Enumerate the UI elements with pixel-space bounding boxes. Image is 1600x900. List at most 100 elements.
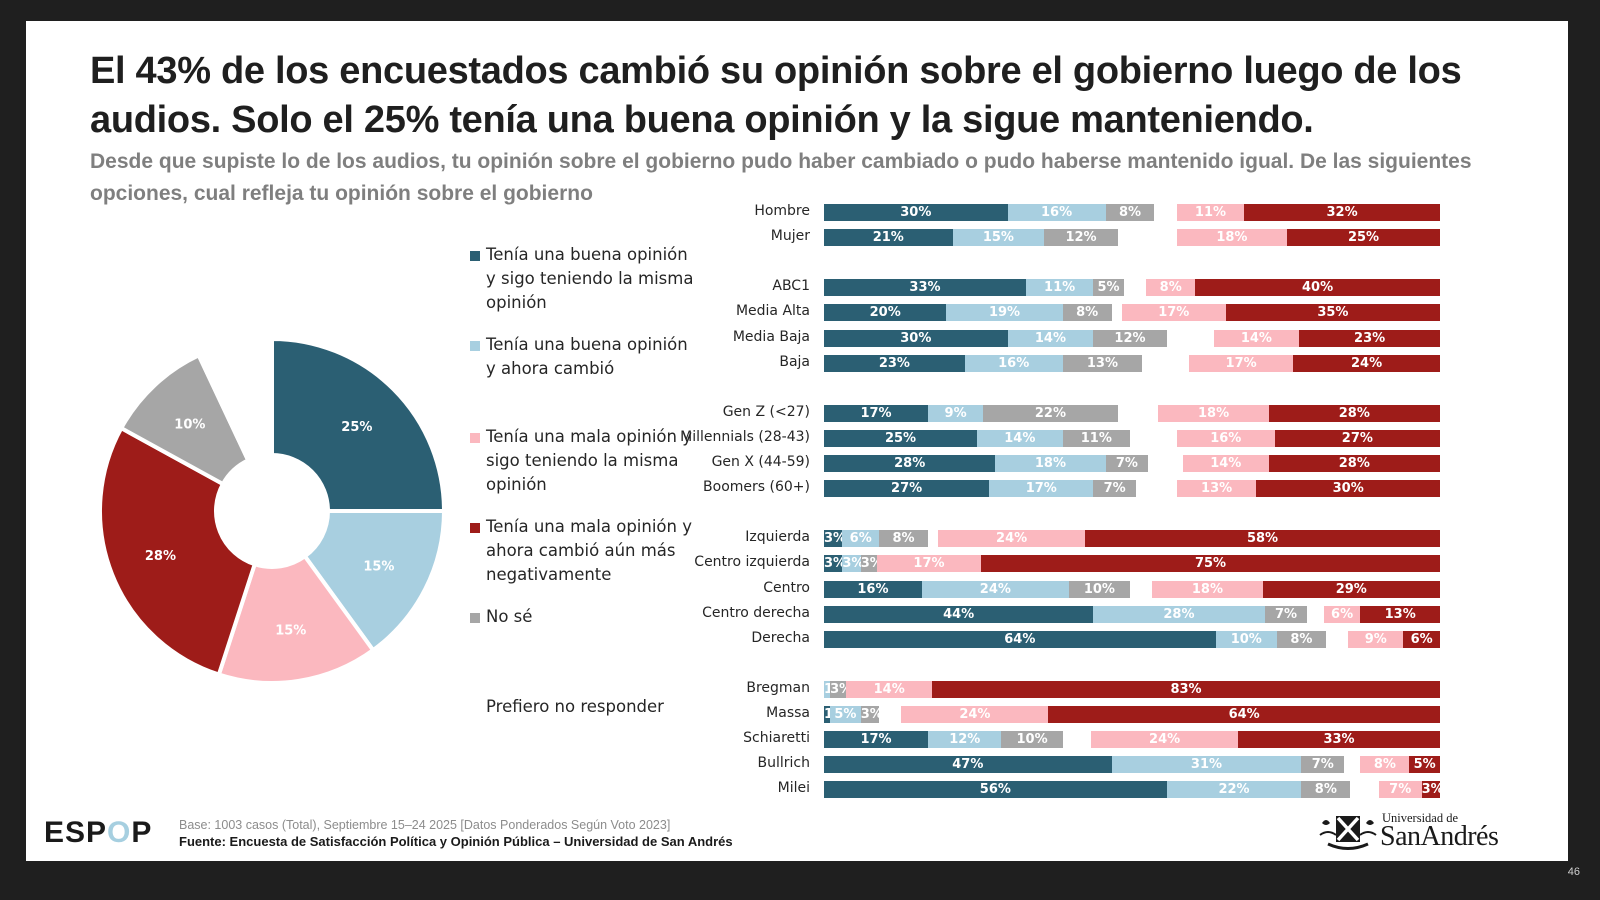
legend-label: Tenía una mala opinión y sigo teniendo l… xyxy=(486,427,692,494)
bar-segment-buena-cambio: 16% xyxy=(1007,204,1106,221)
bar-value-label: 29% xyxy=(1335,581,1367,597)
bar-row-label: Baja xyxy=(779,353,810,370)
bar-value-label: 18% xyxy=(1191,581,1223,597)
bar-segment-buena-cambio: 24% xyxy=(921,580,1069,598)
bar-value-label: 21% xyxy=(872,230,904,246)
bar-row-label: Izquierda xyxy=(745,529,810,546)
bar-row-label: Media Baja xyxy=(732,328,810,345)
bar-value-label: 1% xyxy=(824,707,831,722)
bar-row-label: Millennials (28-43) xyxy=(680,428,810,445)
footer-source-text: Fuente: Encuesta de Satisfacción Polític… xyxy=(179,834,733,849)
page-number: 46 xyxy=(1567,866,1580,878)
bar-value-label: 16% xyxy=(857,581,889,597)
bar-segment-buena-mantiene: 27% xyxy=(824,480,990,498)
bar-value-label: 23% xyxy=(1354,330,1386,346)
bar-segment-buena-cambio: 31% xyxy=(1111,756,1302,774)
bar-row-label: Mujer xyxy=(770,228,810,245)
bar-segment-buena-cambio: 5% xyxy=(830,706,861,723)
bar-segment-mala-empeoro: 83% xyxy=(932,680,1440,698)
bar-value-label: 27% xyxy=(891,481,923,497)
bar-segment-no-se: 5% xyxy=(1093,279,1124,297)
bar-value-label: 10% xyxy=(1230,631,1262,647)
bar-value-label: 24% xyxy=(959,707,991,722)
bar-segment-no-se: 10% xyxy=(1001,731,1063,749)
bar-value-label: 75% xyxy=(1194,556,1227,572)
bar-row-label: Boomers (60+) xyxy=(703,479,810,496)
bar-segment-mala-mantiene: 11% xyxy=(1176,204,1245,221)
bar-segment-no-se: 10% xyxy=(1068,580,1130,598)
bar-row-label: Centro derecha xyxy=(702,604,810,621)
bar-value-label: 17% xyxy=(1225,355,1257,371)
bar-value-label: 14% xyxy=(1210,456,1242,471)
bar-value-label: 7% xyxy=(1115,456,1138,471)
bar-value-label: 30% xyxy=(900,205,932,220)
bar-value-label: 14% xyxy=(1034,330,1066,346)
bar-segment-no-se: 7% xyxy=(1301,756,1345,774)
bar-value-label: 13% xyxy=(1201,481,1233,497)
bar-segment-no-se: 8% xyxy=(879,530,929,548)
bar-value-label: 18% xyxy=(1197,405,1230,421)
bar-segment-no-se: 3% xyxy=(860,555,880,573)
bar-value-label: 33% xyxy=(1323,732,1355,748)
bar-value-label: 8% xyxy=(1118,205,1142,220)
bar-segment-mala-mantiene: 16% xyxy=(1176,429,1275,447)
bar-row-label: Centro izquierda xyxy=(694,554,810,571)
bar-value-label: 3% xyxy=(842,556,860,572)
bar-segment-buena-mantiene: 3% xyxy=(824,530,843,548)
bar-value-label: 12% xyxy=(1065,230,1097,246)
bar-value-label: 5% xyxy=(1413,757,1436,773)
bar-row-label: Centro xyxy=(763,579,810,596)
legend-swatch xyxy=(470,251,480,261)
bar-segment-buena-cambio: 28% xyxy=(1093,605,1265,623)
bar-segment-buena-mantiene: 33% xyxy=(824,279,1026,297)
bar-segment-mala-empeoro: 32% xyxy=(1244,204,1440,221)
bar-segment-buena-cambio: 6% xyxy=(842,530,880,548)
bar-segment-mala-mantiene: 13% xyxy=(1176,480,1257,498)
bar-segment-buena-cambio: 17% xyxy=(989,480,1094,498)
bar-value-label: 16% xyxy=(1210,430,1242,446)
bar-segment-mala-empeoro: 24% xyxy=(1293,354,1440,372)
bar-segment-mala-empeoro: 27% xyxy=(1274,429,1440,447)
bar-value-label: 6% xyxy=(849,531,872,547)
bar-segment-mala-empeoro: 29% xyxy=(1262,580,1440,598)
bar-value-label: 8% xyxy=(1373,757,1396,773)
bar-segment-buena-cambio: 14% xyxy=(1007,329,1094,347)
bar-segment-mala-mantiene: 18% xyxy=(1152,580,1263,598)
bar-row-label: Media Alta xyxy=(735,303,810,320)
legend-label: Tenía una buena opinión y ahora cambió xyxy=(486,335,688,378)
bar-segment-buena-mantiene: 17% xyxy=(824,404,929,422)
bar-segment-mala-empeoro: 3% xyxy=(1421,781,1440,799)
espop-logo: ESPOP xyxy=(44,816,153,849)
bar-segment-buena-mantiene: 64% xyxy=(824,630,1216,648)
bar-value-label: 3% xyxy=(860,556,879,572)
bar-segment-mala-mantiene: 8% xyxy=(1146,279,1196,297)
bar-segment-no-se: 7% xyxy=(1105,455,1149,472)
bar-value-label: 8% xyxy=(1076,305,1099,321)
bar-segment-buena-cambio: 19% xyxy=(946,304,1063,322)
legend-label: No sé xyxy=(486,607,533,626)
bar-segment-no-se: 8% xyxy=(1301,781,1351,799)
donut-slice-mala-empeoro xyxy=(98,425,258,678)
bar-segment-no-se: 12% xyxy=(1093,329,1167,347)
bar-segment-mala-mantiene: 17% xyxy=(876,555,981,573)
bar-value-label: 14% xyxy=(873,681,905,697)
bar-segment-mala-mantiene: 17% xyxy=(1121,304,1226,322)
bar-segment-mala-mantiene: 17% xyxy=(1189,354,1294,372)
bar-segment-mala-empeoro: 23% xyxy=(1299,329,1440,347)
legend-swatch xyxy=(470,613,480,623)
bar-segment-buena-cambio: 12% xyxy=(928,731,1002,749)
bar-row-label: ABC1 xyxy=(772,278,810,295)
bar-value-label: 28% xyxy=(1338,405,1370,421)
bar-segment-buena-cambio: 16% xyxy=(964,354,1063,372)
bar-segment-buena-mantiene: 21% xyxy=(824,229,953,247)
university-crest-icon xyxy=(1319,816,1377,850)
bar-segment-buena-mantiene: 20% xyxy=(824,304,947,322)
bar-value-label: 18% xyxy=(1034,456,1066,471)
bar-value-label: 19% xyxy=(988,305,1021,321)
bar-value-label: 64% xyxy=(1004,631,1036,647)
bar-segment-buena-mantiene: 30% xyxy=(824,329,1008,347)
slide-title: El 43% de los encuestados cambió su opin… xyxy=(90,50,1462,141)
bar-segment-no-se: 3% xyxy=(830,680,849,698)
bar-value-label: 8% xyxy=(892,531,915,547)
bar-value-label: 3% xyxy=(1421,782,1440,798)
